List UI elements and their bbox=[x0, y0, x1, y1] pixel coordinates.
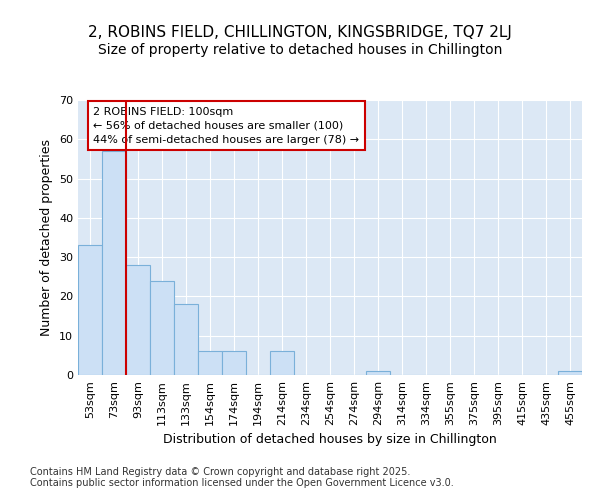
Bar bbox=[102, 151, 126, 375]
Y-axis label: Number of detached properties: Number of detached properties bbox=[40, 139, 53, 336]
X-axis label: Distribution of detached houses by size in Chillington: Distribution of detached houses by size … bbox=[163, 434, 497, 446]
Bar bbox=[558, 371, 582, 375]
Bar bbox=[222, 352, 246, 375]
Bar bbox=[366, 371, 390, 375]
Bar bbox=[78, 246, 102, 375]
Text: Contains HM Land Registry data © Crown copyright and database right 2025.
Contai: Contains HM Land Registry data © Crown c… bbox=[30, 466, 454, 488]
Bar bbox=[174, 304, 198, 375]
Bar bbox=[198, 352, 222, 375]
Bar bbox=[126, 265, 150, 375]
Text: Size of property relative to detached houses in Chillington: Size of property relative to detached ho… bbox=[98, 43, 502, 57]
Text: 2, ROBINS FIELD, CHILLINGTON, KINGSBRIDGE, TQ7 2LJ: 2, ROBINS FIELD, CHILLINGTON, KINGSBRIDG… bbox=[88, 25, 512, 40]
Text: 2 ROBINS FIELD: 100sqm
← 56% of detached houses are smaller (100)
44% of semi-de: 2 ROBINS FIELD: 100sqm ← 56% of detached… bbox=[93, 107, 359, 145]
Bar bbox=[270, 352, 294, 375]
Bar bbox=[150, 280, 174, 375]
